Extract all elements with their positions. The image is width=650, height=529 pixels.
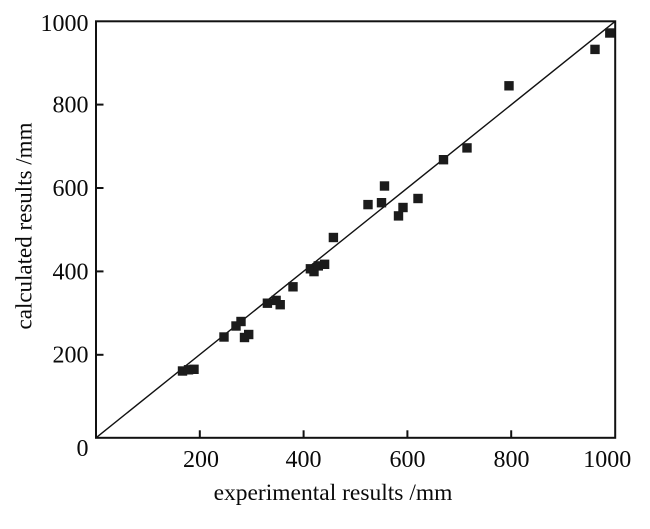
svg-text:200: 200 (53, 343, 89, 369)
svg-text:600: 600 (53, 176, 89, 202)
svg-text:1000: 1000 (41, 11, 89, 37)
svg-text:experimental results /mm: experimental results /mm (214, 480, 453, 506)
svg-text:0: 0 (77, 436, 89, 462)
svg-text:400: 400 (286, 447, 322, 473)
svg-text:600: 600 (390, 447, 426, 473)
svg-text:calculated results /mm: calculated results /mm (12, 122, 37, 329)
svg-text:200: 200 (183, 447, 219, 473)
svg-text:800: 800 (494, 447, 530, 473)
svg-text:400: 400 (53, 259, 89, 285)
svg-text:1000: 1000 (583, 447, 631, 473)
svg-text:800: 800 (53, 92, 89, 118)
